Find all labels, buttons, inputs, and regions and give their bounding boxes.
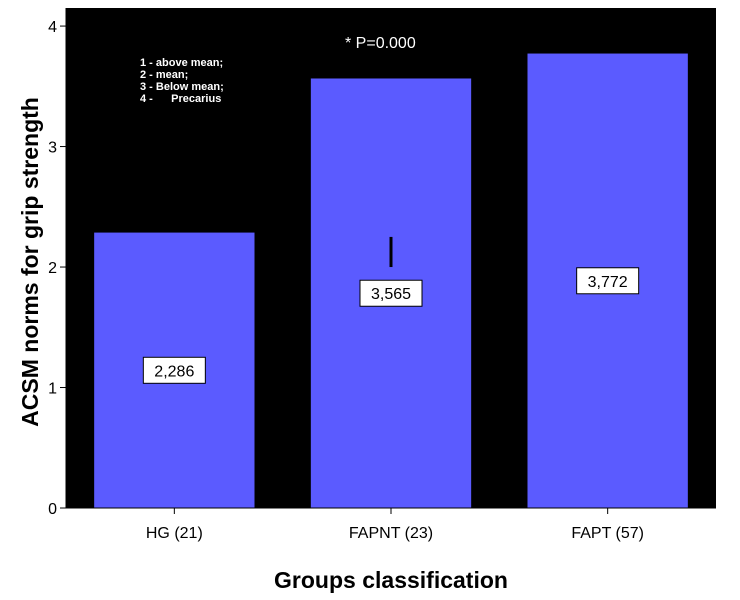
- data-label: 2,286: [154, 363, 194, 380]
- y-tick-label: 3: [48, 140, 57, 157]
- y-tick-label: 0: [48, 501, 57, 518]
- y-tick-label: 1: [48, 381, 57, 398]
- x-axis-title: Groups classification: [274, 567, 508, 593]
- legend-note: 1 - above mean;: [140, 57, 223, 69]
- y-axis-title: ACSM norms for grip strength: [17, 97, 43, 427]
- data-labels-group: 2,286 3,565 3,772: [142, 267, 640, 384]
- x-tick-label: FAPT (57): [571, 525, 644, 542]
- data-label-box: [576, 267, 640, 295]
- data-label: 3,565: [371, 286, 411, 303]
- axes-group: 0 1 2 3 4 HG (21) FAPNT (23) FAPT (57): [48, 8, 716, 542]
- legend-note: 3 - Below mean;: [140, 81, 224, 93]
- legend-notes: 1 - above mean;2 - mean;3 - Below mean;4…: [140, 57, 224, 105]
- data-label-box: [359, 279, 423, 307]
- x-tick-label: HG (21): [146, 525, 203, 542]
- y-tick-label: 2: [48, 260, 57, 277]
- y-tick-label: 4: [48, 19, 57, 36]
- legend-note: 2 - mean;: [140, 69, 188, 81]
- data-label: 3,772: [588, 274, 628, 291]
- legend-note: 4 - Precarius: [140, 93, 221, 105]
- x-tick-label: FAPNT (23): [349, 525, 433, 542]
- data-label-box: [142, 356, 206, 384]
- p-value-annotation: * P=0.000: [345, 35, 416, 52]
